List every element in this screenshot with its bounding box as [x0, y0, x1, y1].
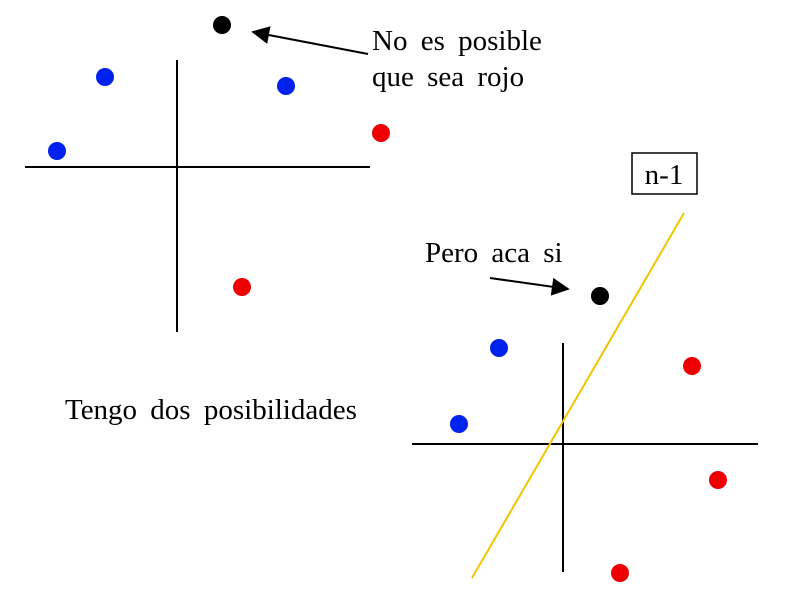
top-left-red-point — [372, 124, 390, 142]
top-left-blue-point — [48, 142, 66, 160]
bottom-right-blue-point — [490, 339, 508, 357]
bottom-right-plot: n-1 Pero aca si — [412, 152, 758, 582]
bottom-note: Pero aca si — [425, 237, 563, 269]
box-label: n-1 — [645, 159, 684, 191]
bottom-right-red-point — [611, 564, 629, 582]
bottom-right-red-point — [709, 471, 727, 489]
middle-note: Tengo dos posibilidades — [65, 394, 357, 426]
box-label-frame — [631, 152, 698, 195]
top-left-plot: No es posible que sea rojo — [25, 16, 542, 332]
bottom-right-red-point — [683, 357, 701, 375]
top-note-line2: que sea rojo — [372, 61, 524, 93]
top-note-arrow — [251, 26, 369, 55]
top-left-blue-point — [96, 68, 114, 86]
bottom-right-black-point — [591, 287, 609, 305]
bottom-right-blue-point — [450, 415, 468, 433]
separator-line — [471, 212, 685, 579]
top-left-blue-point — [277, 77, 295, 95]
top-left-black-point — [213, 16, 231, 34]
top-note-line1: No es posible — [372, 25, 542, 57]
bottom-note-arrow — [489, 277, 570, 296]
top-left-red-point — [233, 278, 251, 296]
